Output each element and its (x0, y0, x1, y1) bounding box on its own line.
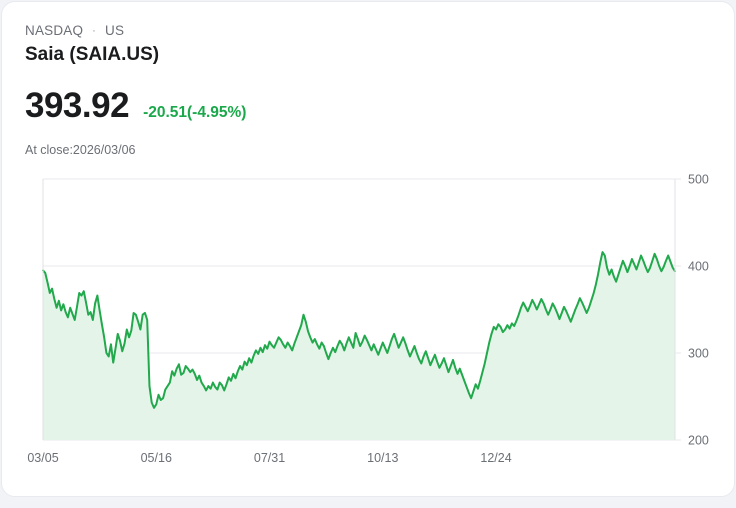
price-area-fill (43, 252, 675, 440)
chart-axis-borders (42, 179, 676, 440)
price-row: 393.92 -20.51(-4.95%) (25, 86, 714, 126)
y-tick-label: 200 (688, 434, 709, 448)
price-change: -20.51(-4.95%) (143, 104, 247, 122)
region-label: US (105, 23, 125, 38)
y-tick-label: 300 (688, 347, 709, 361)
y-tick-label: 400 (688, 260, 709, 274)
page-title: Saia (SAIA.US) (25, 44, 160, 66)
x-tick-label: 05/16 (141, 451, 172, 465)
x-axis-labels: 03/05 05/16 07/31 10/13 12/24 (27, 451, 511, 465)
x-tick-label: 12/24 (480, 451, 511, 465)
x-tick-label: 03/05 (27, 451, 58, 465)
x-tick-label: 07/31 (254, 451, 285, 465)
separator-dot: · (92, 25, 97, 38)
quote-header: NASDAQ · US Saia (SAIA.US) 393.92 -20.51… (25, 22, 714, 158)
at-close-timestamp: At close:2026/03/06 (25, 143, 136, 158)
exchange-row: NASDAQ · US (25, 22, 714, 40)
price-chart[interactable]: 200 300 400 500 03/05 05/16 07/31 10/13 12/24 (2, 162, 736, 482)
y-axis-labels: 200 300 400 500 (675, 173, 709, 448)
price-chart-svg[interactable]: 200 300 400 500 03/05 05/16 07/31 10/13 12/24 (2, 162, 736, 482)
exchange-name: NASDAQ (25, 23, 84, 38)
x-tick-label: 10/13 (367, 451, 398, 465)
current-price: 393.92 (25, 86, 130, 126)
price-line (42, 251, 676, 409)
y-tick-label: 500 (688, 173, 709, 187)
quote-card: NASDAQ · US Saia (SAIA.US) 393.92 -20.51… (1, 1, 735, 497)
